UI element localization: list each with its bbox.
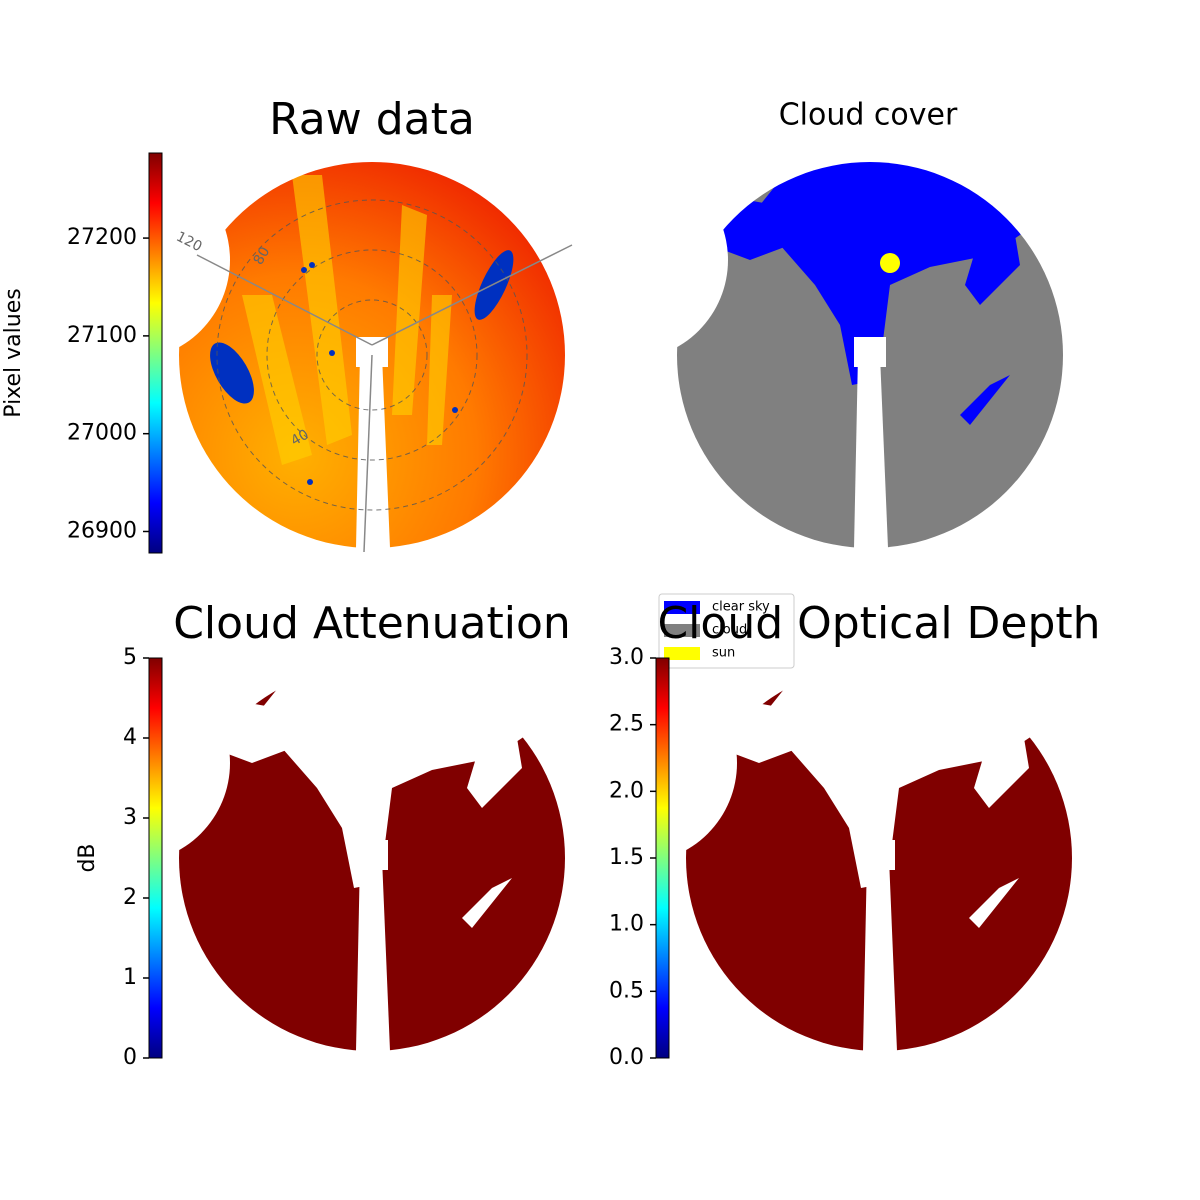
colorbar-label: dB [75,843,100,872]
colorbar-tick-label: 0 [123,1045,137,1070]
colorbar [148,657,163,1059]
legend-patch [664,647,700,660]
panel-title: Cloud cover [779,98,958,133]
colorbar-tick-label: 1.5 [609,845,644,870]
colorbar [148,152,163,554]
colorbar-tick-label: 27100 [67,323,137,348]
legend-label: sun [712,646,735,661]
panel-title: Cloud Attenuation [173,598,571,649]
cloud-cover-image [620,105,1120,605]
panel-title: Cloud Optical Depth [657,598,1100,649]
legend-patch [664,601,700,614]
attenuation-image [122,608,622,1108]
colorbar-tick-label: 0.5 [609,978,644,1003]
colorbar-tick-label: 1.0 [609,912,644,937]
colorbar-tick-label: 2.5 [609,712,644,737]
colorbar-tick-label: 27000 [67,421,137,446]
polar-label: 80 [251,244,274,267]
colorbar-tick-label: 2.0 [609,778,644,803]
raw-image [122,105,622,605]
colorbar-tick-label: 4 [123,725,137,750]
colorbar-tick-label: 26900 [67,518,137,543]
colorbar-tick-label: 5 [123,645,137,670]
colorbar-tick-label: 27200 [67,225,137,250]
panel-title: Raw data [269,94,475,145]
colorbar-tick-label: 2 [123,885,137,910]
colorbar-tick-label: 1 [123,965,137,990]
colorbar [655,657,670,1059]
colorbar-tick-label: 0.0 [609,1045,644,1070]
legend-patch [664,624,700,637]
legend-label: clear sky [712,600,770,615]
colorbar-tick-label: 3 [123,805,137,830]
colorbar-tick-label: 3.0 [609,645,644,670]
polar-label: 40 [288,427,311,450]
colorbar-label: Pixel values [1,288,26,417]
optical-depth-image [629,608,1129,1108]
legend-label: cloud [712,623,747,638]
